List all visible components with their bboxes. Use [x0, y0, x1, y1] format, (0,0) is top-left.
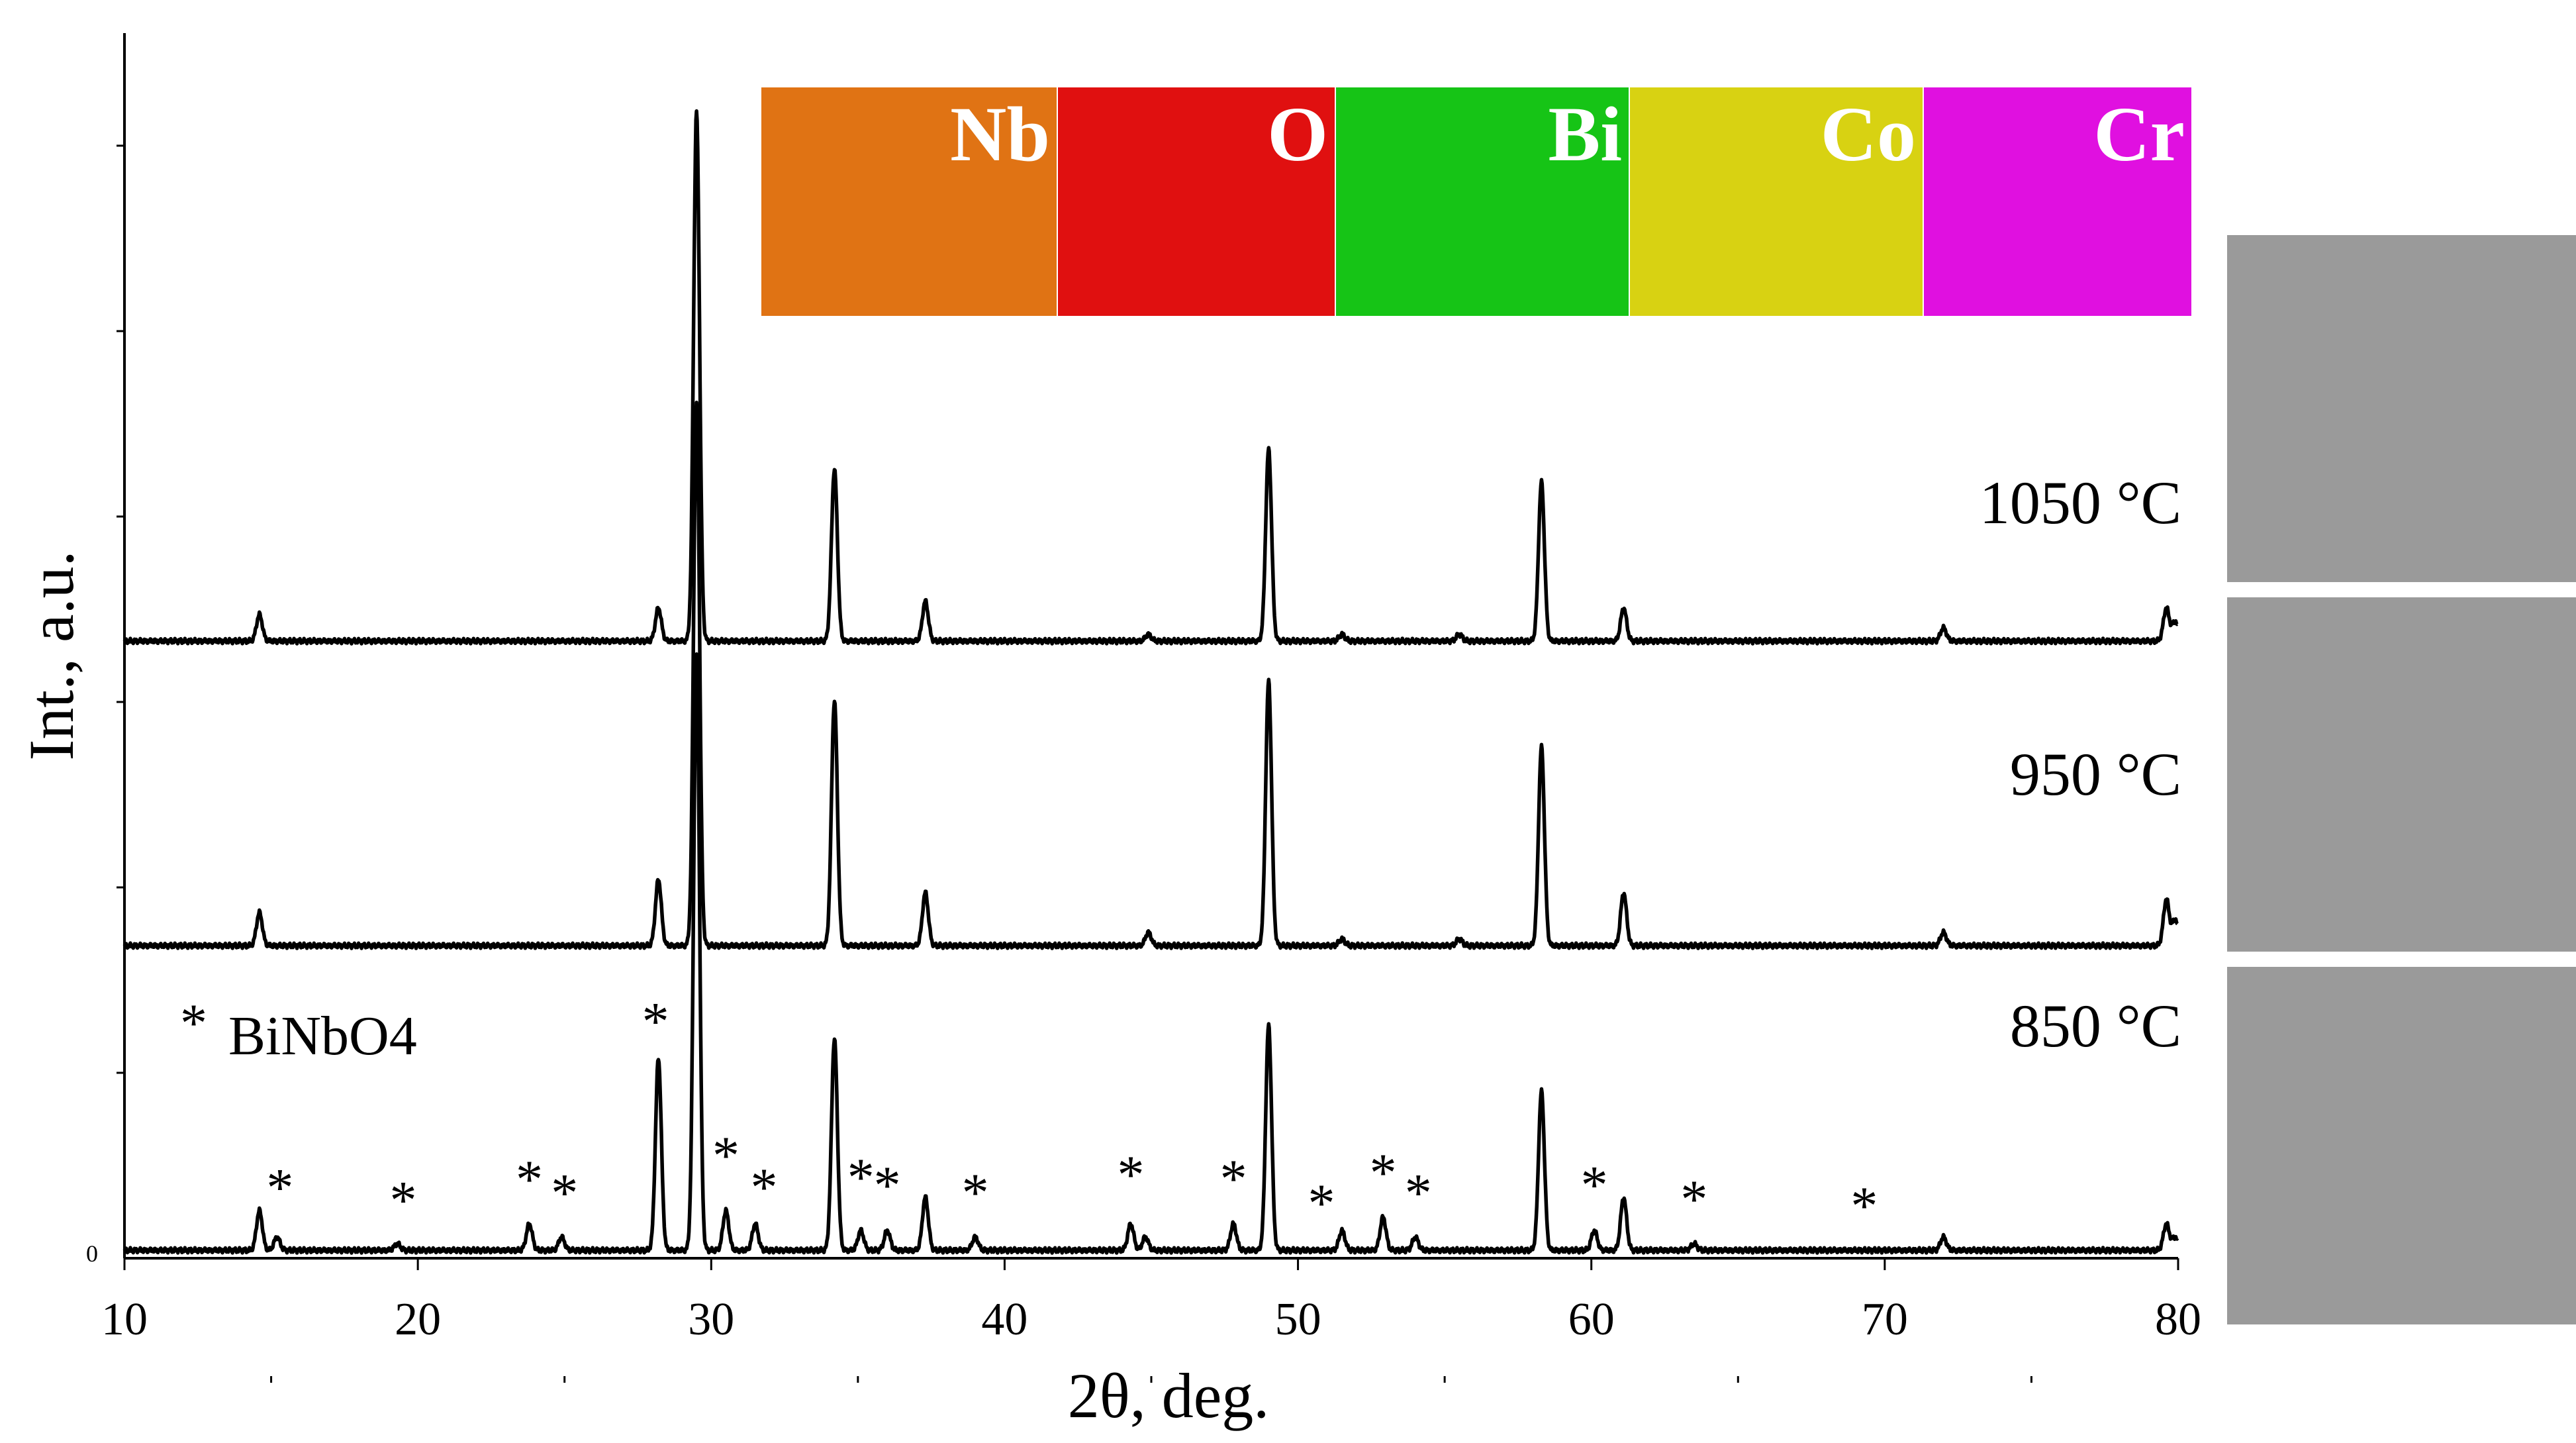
legend-phase-label: BiNbO4 [228, 1005, 417, 1067]
xrd-curves [122, 109, 2179, 1255]
phase-marker-star: * [1370, 1142, 1397, 1203]
xrd-curve-1050 [122, 109, 2179, 646]
x-tick-label: 50 [1275, 1294, 1321, 1345]
axes: 010 20 30 40 50 60 70 80 [86, 33, 2201, 1383]
legend-star: * [180, 993, 207, 1053]
eds-label-co: Co [1820, 91, 1916, 177]
x-tick-label: 20 [395, 1294, 441, 1345]
phase-marker-star: * [1220, 1148, 1247, 1209]
phase-marker-star: * [962, 1162, 989, 1222]
label-850: 850 °C [2010, 992, 2181, 1060]
phase-marker-star: * [266, 1158, 293, 1218]
xrd-curve-850 [122, 652, 2179, 1255]
eds-label-nb: Nb [950, 91, 1050, 177]
sem-image-1050 [2227, 235, 2576, 582]
phase-marker-star: * [1117, 1144, 1144, 1205]
sem-image-950 [2227, 597, 2576, 952]
y-axis-title: Int., a.u. [16, 550, 87, 760]
x-tick-label: 40 [981, 1294, 1027, 1345]
phase-marker-star: * [847, 1147, 875, 1207]
label-950: 950 °C [2010, 740, 2181, 808]
eds-label-o: O [1267, 91, 1328, 177]
phase-marker-star: * [642, 991, 669, 1051]
eds-map-cr: Cr [1924, 87, 2191, 316]
eds-map-bi: Bi [1336, 87, 1629, 316]
phase-marker-star: * [751, 1157, 778, 1217]
x-axis-title: 2θ, deg. [1068, 1360, 1270, 1431]
eds-map-co: Co [1630, 87, 1923, 316]
x-tick-label: 30 [688, 1294, 734, 1345]
x-tick-label: 10 [101, 1294, 148, 1345]
phase-marker-star: * [712, 1125, 739, 1185]
eds-map-nb: Nb [761, 87, 1057, 316]
xrd-curve-950 [122, 401, 2179, 950]
phase-marker-star: * [551, 1163, 578, 1223]
phase-markers: * * * **** ** * * * ** * * * * [266, 991, 1878, 1236]
label-1050: 1050 °C [1980, 469, 2181, 536]
y-tick-label: 0 [86, 1240, 98, 1267]
phase-marker-star: * [389, 1170, 416, 1230]
phase-marker-star: * [1680, 1169, 1707, 1229]
eds-map-o: O [1058, 87, 1335, 316]
x-tick-label: 60 [1568, 1294, 1615, 1345]
phase-marker-star: * [1405, 1163, 1432, 1223]
eds-label-cr: Cr [2093, 91, 2185, 177]
chart-labels: 2θ, deg. Int., a.u. 1050 °C 950 °C 850 °… [16, 469, 2181, 1431]
phase-marker-star: * [1581, 1155, 1608, 1215]
phase-marker-star: * [516, 1149, 543, 1209]
phase-marker-star: * [1308, 1173, 1335, 1233]
sem-image-850 [2227, 967, 2576, 1324]
phase-marker-star: * [874, 1155, 901, 1215]
x-tick-label: 80 [2155, 1294, 2201, 1345]
phase-marker-star: * [1850, 1175, 1878, 1236]
eds-label-bi: Bi [1548, 91, 1623, 177]
x-tick-label: 70 [1862, 1294, 1908, 1345]
